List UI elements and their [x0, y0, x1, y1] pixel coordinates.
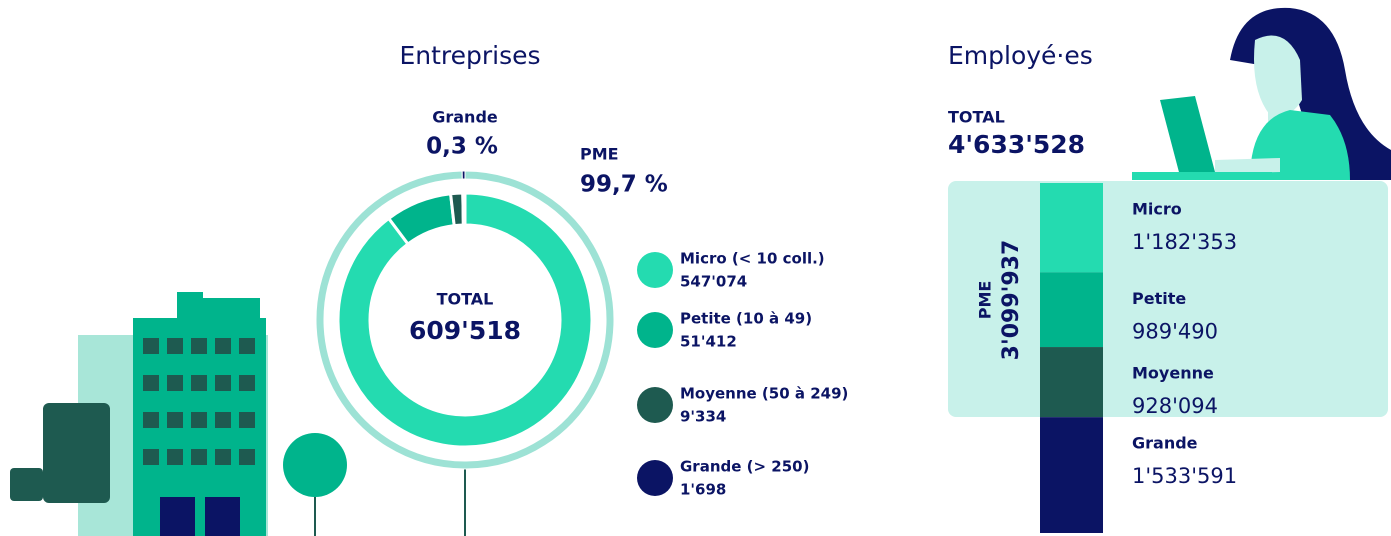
legend-swatch	[637, 460, 673, 496]
segment-label: Petite	[1132, 289, 1186, 308]
legend-label: Petite (10 à 49)	[680, 310, 812, 328]
segment-value: 989'490	[1132, 319, 1218, 343]
center-total: 609'518	[409, 316, 521, 345]
bar-segment	[1040, 272, 1103, 348]
ring-label: PME	[580, 145, 619, 164]
group-value: 3'099'937	[999, 240, 1024, 361]
total-value: 4'633'528	[948, 130, 1085, 159]
ring-value: 99,7 %	[580, 172, 668, 198]
legend-label: Grande (> 250)	[680, 458, 809, 476]
chart-title: Employé·es	[948, 41, 1093, 70]
legend-swatch	[637, 387, 673, 423]
legend-label: Micro (< 10 coll.)	[680, 250, 825, 268]
legend-label: Moyenne (50 à 249)	[680, 385, 848, 403]
legend-swatch	[637, 312, 673, 348]
segment-label: Moyenne	[1132, 364, 1214, 383]
legend-value: 9'334	[680, 408, 726, 426]
donut-segment	[461, 170, 466, 180]
donut-segment	[336, 191, 594, 449]
chart-title: Entreprises	[399, 41, 540, 70]
legend-swatch	[637, 252, 673, 288]
segment-value: 1'182'353	[1132, 230, 1237, 254]
bar-segment	[1040, 417, 1103, 533]
building-illustration	[10, 292, 466, 536]
segment-label: Micro	[1132, 200, 1182, 219]
ring-label: Grande	[432, 108, 498, 127]
segment-label: Grande	[1132, 434, 1198, 453]
person-illustration	[1132, 7, 1391, 181]
legend-value: 1'698	[680, 481, 726, 499]
bar-segment	[1040, 183, 1103, 273]
group-name: PME	[976, 281, 995, 320]
bar-segment	[1040, 347, 1103, 418]
donut-segment	[461, 191, 467, 227]
legend-value: 547'074	[680, 273, 747, 291]
legend-value: 51'412	[680, 333, 737, 351]
ring-value: 0,3 %	[426, 134, 498, 160]
total-caption: TOTAL	[948, 108, 1005, 127]
segment-value: 928'094	[1132, 394, 1218, 418]
segment-value: 1'533'591	[1132, 464, 1237, 488]
center-caption: TOTAL	[437, 290, 494, 309]
